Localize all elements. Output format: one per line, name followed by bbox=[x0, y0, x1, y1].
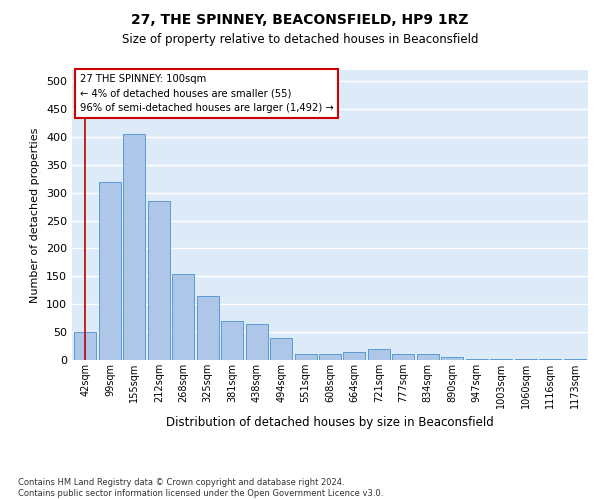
Bar bbox=[392, 354, 415, 360]
Bar bbox=[295, 354, 317, 360]
Bar bbox=[221, 321, 243, 360]
Bar bbox=[74, 332, 97, 360]
Text: Size of property relative to detached houses in Beaconsfield: Size of property relative to detached ho… bbox=[122, 32, 478, 46]
Bar bbox=[148, 201, 170, 360]
Bar bbox=[197, 296, 219, 360]
Y-axis label: Number of detached properties: Number of detached properties bbox=[31, 128, 40, 302]
Bar bbox=[124, 134, 145, 360]
Bar bbox=[515, 359, 536, 360]
Bar bbox=[368, 349, 390, 360]
X-axis label: Distribution of detached houses by size in Beaconsfield: Distribution of detached houses by size … bbox=[166, 416, 494, 430]
Bar bbox=[172, 274, 194, 360]
Bar bbox=[490, 359, 512, 360]
Bar bbox=[270, 338, 292, 360]
Bar bbox=[466, 359, 488, 360]
Bar bbox=[99, 182, 121, 360]
Bar bbox=[319, 354, 341, 360]
Text: Contains HM Land Registry data © Crown copyright and database right 2024.
Contai: Contains HM Land Registry data © Crown c… bbox=[18, 478, 383, 498]
Bar bbox=[417, 354, 439, 360]
Bar bbox=[563, 359, 586, 360]
Text: 27, THE SPINNEY, BEACONSFIELD, HP9 1RZ: 27, THE SPINNEY, BEACONSFIELD, HP9 1RZ bbox=[131, 12, 469, 26]
Bar bbox=[539, 359, 561, 360]
Text: 27 THE SPINNEY: 100sqm
← 4% of detached houses are smaller (55)
96% of semi-deta: 27 THE SPINNEY: 100sqm ← 4% of detached … bbox=[80, 74, 334, 113]
Bar bbox=[441, 357, 463, 360]
Bar bbox=[343, 352, 365, 360]
Bar bbox=[245, 324, 268, 360]
